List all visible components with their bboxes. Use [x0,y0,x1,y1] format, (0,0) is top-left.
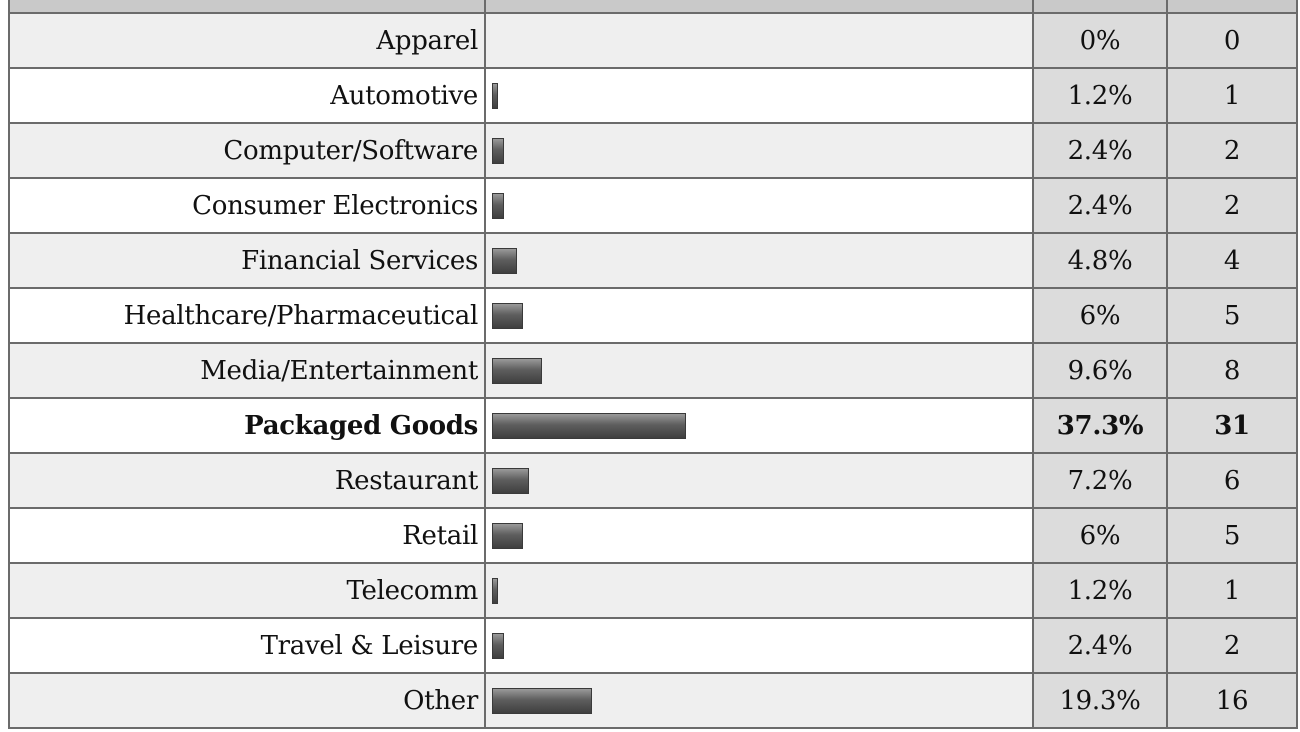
bar-cell [484,397,1034,454]
bar-cell [484,12,1034,69]
count-label: 16 [1166,672,1298,729]
category-label: Healthcare/Pharmaceutical [8,287,486,344]
header-row [8,0,1298,14]
percent-label: 0% [1032,12,1168,69]
category-label: Restaurant [8,452,486,509]
percent-bar [492,522,523,549]
percent-label: 2.4% [1032,617,1168,674]
table-row: Other 19.3% 16 [8,672,1298,729]
percent-bar [492,467,529,494]
percent-label: 19.3% [1032,672,1168,729]
category-label: Telecomm [8,562,486,619]
percent-label: 1.2% [1032,67,1168,124]
percent-bar [492,137,504,164]
percent-label: 37.3% [1032,397,1168,454]
bar-cell [484,122,1034,179]
count-label: 4 [1166,232,1298,289]
percent-bar [492,632,504,659]
bar-cell [484,452,1034,509]
percent-bar [492,577,498,604]
category-label: Financial Services [8,232,486,289]
results-table: Apparel 0% 0 Automotive 1.2% 1 Computer/Softwa… [8,0,1298,729]
percent-bar [492,82,498,109]
header-bar-cell [484,0,1034,14]
percent-bar [492,412,686,439]
count-label: 2 [1166,177,1298,234]
bar-cell [484,177,1034,234]
table-row: Media/Entertainment 9.6% 8 [8,342,1298,399]
percent-bar [492,247,517,274]
count-label: 2 [1166,617,1298,674]
percent-label: 6% [1032,507,1168,564]
bar-cell [484,232,1034,289]
count-label: 31 [1166,397,1298,454]
results-body: Apparel 0% 0 Automotive 1.2% 1 Computer/Softwa… [8,0,1298,729]
percent-label: 9.6% [1032,342,1168,399]
count-label: 5 [1166,287,1298,344]
category-label: Apparel [8,12,486,69]
category-label: Travel & Leisure [8,617,486,674]
table-row: Financial Services 4.8% 4 [8,232,1298,289]
bar-cell [484,342,1034,399]
percent-label: 7.2% [1032,452,1168,509]
category-label: Media/Entertainment [8,342,486,399]
count-label: 6 [1166,452,1298,509]
percent-label: 4.8% [1032,232,1168,289]
table-row: Telecomm 1.2% 1 [8,562,1298,619]
table-row: Apparel 0% 0 [8,12,1298,69]
category-label: Computer/Software [8,122,486,179]
table-row: Consumer Electronics 2.4% 2 [8,177,1298,234]
percent-bar [492,302,523,329]
table-row: Automotive 1.2% 1 [8,67,1298,124]
category-label: Other [8,672,486,729]
percent-bar [492,357,542,384]
bar-cell [484,562,1034,619]
percent-label: 6% [1032,287,1168,344]
bar-cell [484,617,1034,674]
table-row: Packaged Goods 37.3% 31 [8,397,1298,454]
header-count-cell [1166,0,1298,14]
count-label: 1 [1166,562,1298,619]
table-row: Restaurant 7.2% 6 [8,452,1298,509]
table-row: Travel & Leisure 2.4% 2 [8,617,1298,674]
count-label: 8 [1166,342,1298,399]
category-label: Consumer Electronics [8,177,486,234]
percent-bar [492,687,592,714]
category-label: Packaged Goods [8,397,486,454]
count-label: 1 [1166,67,1298,124]
bar-cell [484,287,1034,344]
header-answer-cell [8,0,486,14]
percent-label: 2.4% [1032,122,1168,179]
percent-label: 2.4% [1032,177,1168,234]
table-row: Healthcare/Pharmaceutical 6% 5 [8,287,1298,344]
bar-cell [484,507,1034,564]
percent-label: 1.2% [1032,562,1168,619]
header-percent-cell [1032,0,1168,14]
table-row: Computer/Software 2.4% 2 [8,122,1298,179]
percent-bar [492,192,504,219]
category-label: Retail [8,507,486,564]
table-row: Retail 6% 5 [8,507,1298,564]
count-label: 0 [1166,12,1298,69]
bar-cell [484,67,1034,124]
count-label: 5 [1166,507,1298,564]
count-label: 2 [1166,122,1298,179]
category-label: Automotive [8,67,486,124]
bar-cell [484,672,1034,729]
